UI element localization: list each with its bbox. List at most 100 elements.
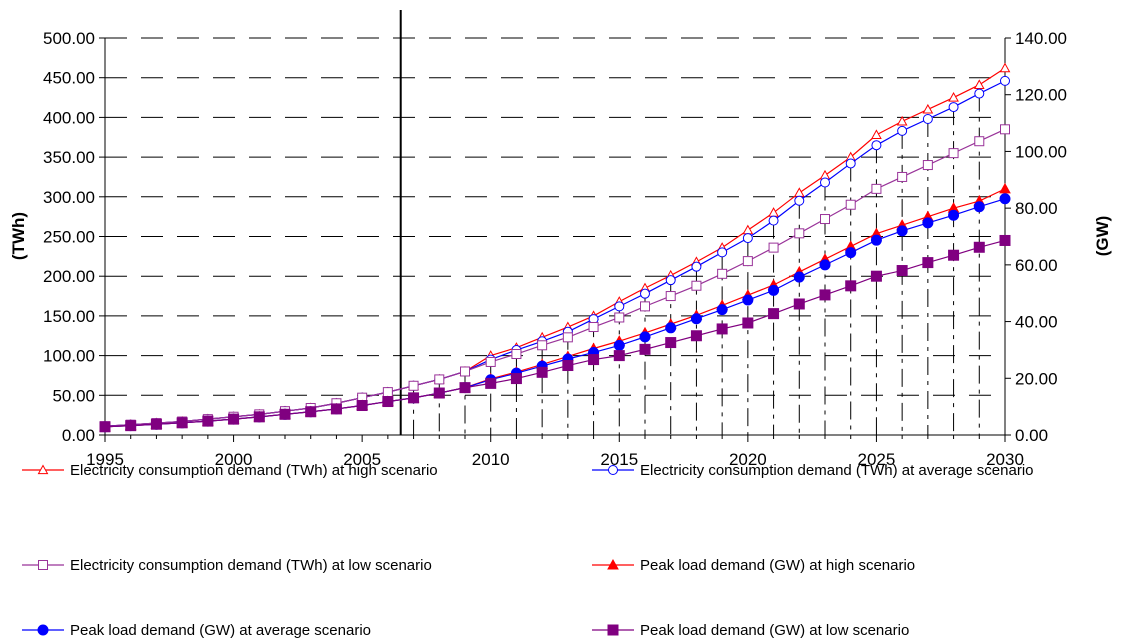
- square-marker: [459, 382, 471, 394]
- square-marker: [974, 136, 985, 147]
- drop-lines: [413, 80, 1006, 435]
- square-marker: [948, 148, 959, 159]
- square-marker: [665, 337, 677, 349]
- square-marker: [870, 270, 882, 282]
- square-marker: [408, 392, 420, 404]
- circle-marker: [608, 465, 618, 475]
- y-right-tick-label: 140.00: [1015, 29, 1067, 48]
- square-marker: [510, 373, 522, 385]
- triangle-marker: [607, 558, 619, 570]
- square-marker: [537, 340, 548, 351]
- triangle-marker: [948, 92, 959, 102]
- square-marker: [382, 396, 394, 408]
- y-left-tick-label: 200.00: [43, 267, 95, 286]
- square-marker: [150, 418, 162, 430]
- square-marker: [973, 241, 985, 253]
- square-marker: [408, 380, 419, 391]
- series-5: [99, 193, 1011, 433]
- legend-label: Electricity consumption demand (TWh) at …: [70, 557, 432, 574]
- circle-marker: [639, 331, 651, 343]
- y-left-tick-label: 450.00: [43, 69, 95, 88]
- circle-marker: [37, 624, 49, 636]
- circle-marker: [999, 193, 1011, 205]
- series: [99, 62, 1011, 433]
- x-tick-label: 2020: [729, 450, 767, 469]
- series-line: [104, 128, 1006, 427]
- square-marker: [717, 268, 728, 279]
- circle-marker: [742, 233, 753, 244]
- square-marker: [640, 301, 650, 312]
- square-marker: [99, 421, 111, 433]
- y-left-tick-label: 150.00: [43, 307, 95, 326]
- circle-marker: [973, 201, 985, 213]
- square-marker: [871, 183, 882, 194]
- triangle-marker: [973, 79, 985, 89]
- series-line: [104, 198, 1006, 428]
- circle-marker: [690, 313, 702, 325]
- square-marker: [460, 366, 470, 377]
- legend: Electricity consumption demand (TWh) at …: [22, 462, 1034, 639]
- series-line: [104, 67, 1006, 427]
- square-marker: [716, 323, 728, 335]
- legend-label: Electricity consumption demand (TWh) at …: [640, 462, 1034, 479]
- square-marker: [639, 343, 651, 355]
- square-marker: [896, 265, 908, 277]
- square-marker: [614, 312, 625, 323]
- series-line: [104, 188, 1006, 428]
- y-left-tick-label: 300.00: [43, 188, 95, 207]
- circle-marker: [1000, 75, 1010, 86]
- square-marker: [125, 420, 137, 432]
- square-marker: [613, 350, 625, 362]
- x-tick-label: 2025: [858, 450, 896, 469]
- circle-marker: [793, 271, 805, 283]
- circle-marker: [948, 102, 959, 113]
- series-6: [99, 234, 1011, 433]
- x-tick-label: 1995: [86, 450, 124, 469]
- square-marker: [845, 199, 856, 210]
- circle-marker: [897, 125, 908, 136]
- square-marker: [279, 408, 291, 420]
- legend-label: Peak load demand (GW) at low scenario: [640, 622, 909, 639]
- square-marker: [922, 160, 933, 171]
- circle-marker: [845, 158, 856, 169]
- square-marker: [665, 291, 676, 302]
- square-marker: [742, 317, 754, 329]
- square-marker: [691, 280, 702, 291]
- y-right-tick-label: 40.00: [1015, 313, 1058, 332]
- triangle-marker: [768, 207, 779, 217]
- y-right-tick-label: 0.00: [1015, 426, 1048, 445]
- legend-label: Peak load demand (GW) at average scenari…: [70, 622, 371, 639]
- square-marker: [356, 400, 368, 412]
- series-4: [99, 182, 1011, 432]
- y-right-tick-label: 20.00: [1015, 369, 1058, 388]
- square-marker: [922, 257, 934, 269]
- circle-marker: [665, 275, 676, 286]
- square-marker: [897, 171, 908, 182]
- square-marker: [305, 406, 317, 418]
- square-marker: [485, 377, 497, 389]
- square-marker: [845, 280, 857, 292]
- triangle-marker: [999, 182, 1011, 194]
- circle-marker: [665, 322, 677, 334]
- square-marker: [176, 417, 188, 429]
- triangle-marker: [922, 103, 934, 114]
- square-marker: [1000, 124, 1010, 135]
- circle-marker: [742, 294, 754, 306]
- square-marker: [794, 228, 805, 239]
- square-marker: [819, 289, 831, 301]
- square-marker: [38, 560, 48, 570]
- legend-item-1: Electricity consumption demand (TWh) at …: [22, 462, 438, 479]
- x-tick-label: 2030: [986, 450, 1024, 469]
- square-marker: [690, 330, 702, 342]
- y-left-tick-label: 50.00: [52, 386, 95, 405]
- square-marker: [999, 234, 1011, 246]
- y-left-tick-label: 250.00: [43, 228, 95, 247]
- circle-marker: [716, 304, 728, 316]
- circle-marker: [845, 247, 857, 259]
- x-tick-label: 2005: [343, 450, 381, 469]
- y-left-tick-label: 350.00: [43, 148, 95, 167]
- square-marker: [768, 242, 779, 253]
- triangle-marker: [37, 464, 49, 475]
- square-marker: [228, 413, 240, 425]
